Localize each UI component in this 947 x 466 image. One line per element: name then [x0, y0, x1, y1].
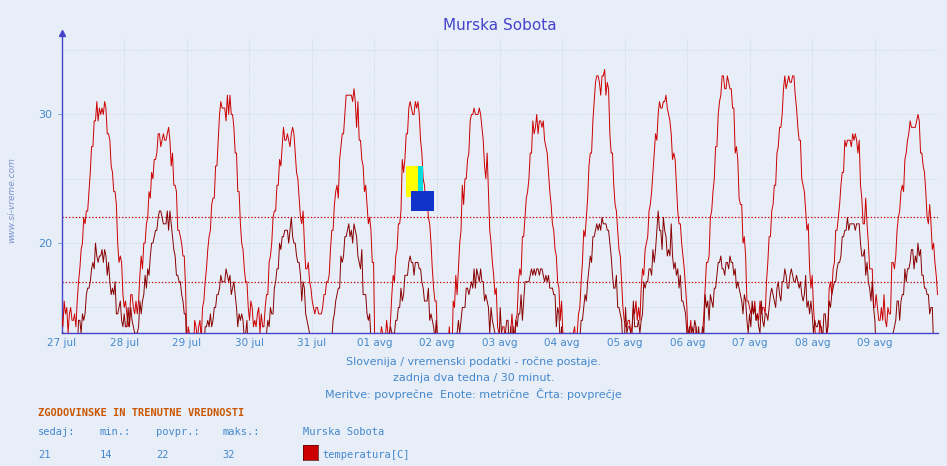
Text: povpr.:: povpr.: — [156, 427, 200, 437]
Text: zadnja dva tedna / 30 minut.: zadnja dva tedna / 30 minut. — [393, 373, 554, 383]
Text: min.:: min.: — [99, 427, 131, 437]
Text: Slovenija / vremenski podatki - ročne postaje.: Slovenija / vremenski podatki - ročne po… — [346, 356, 601, 367]
Text: 32: 32 — [223, 450, 235, 459]
Text: maks.:: maks.: — [223, 427, 260, 437]
Text: sedaj:: sedaj: — [38, 427, 76, 437]
Text: Murska Sobota: Murska Sobota — [303, 427, 384, 437]
Text: 14: 14 — [99, 450, 112, 459]
Text: temperatura[C]: temperatura[C] — [322, 450, 409, 459]
Title: Murska Sobota: Murska Sobota — [443, 18, 556, 34]
Text: 21: 21 — [38, 450, 50, 459]
Text: Meritve: povprečne  Enote: metrične  Črta: povprečje: Meritve: povprečne Enote: metrične Črta:… — [325, 388, 622, 400]
Text: www.si-vreme.com: www.si-vreme.com — [7, 158, 16, 243]
Text: ZGODOVINSKE IN TRENUTNE VREDNOSTI: ZGODOVINSKE IN TRENUTNE VREDNOSTI — [38, 408, 244, 418]
Text: 22: 22 — [156, 450, 169, 459]
